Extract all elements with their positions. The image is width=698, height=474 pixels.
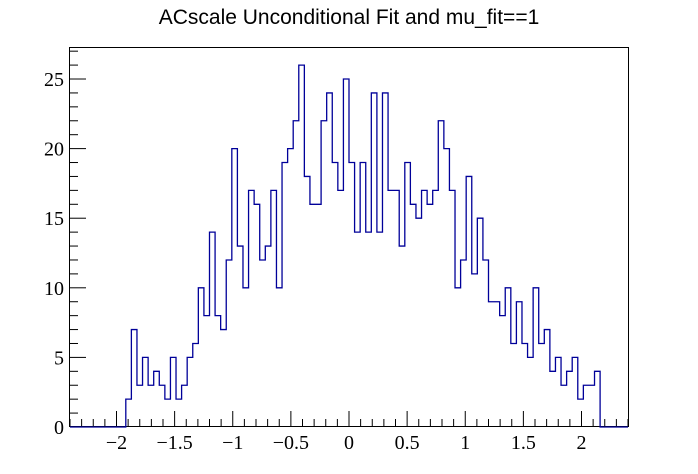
y-axis: 0 5 10 15 20 25 [44,50,86,439]
y-tick-label: 10 [44,278,64,300]
x-tick-label: 0.5 [395,432,420,454]
x-tick-label: 0 [344,432,354,454]
y-tick-label: 5 [54,347,64,369]
x-tick-label: −0.5 [273,432,309,454]
y-tick-label: 25 [44,69,64,91]
x-tick-label: 2 [577,432,587,454]
x-tick-label: 1 [460,432,470,454]
y-tick-label: 0 [54,417,64,439]
x-tick-label: 1.5 [511,432,536,454]
x-axis: −2 −1.5 −1 −0.5 0 0.5 1 1.5 2 [69,411,629,454]
x-tick-label: −1.5 [156,432,192,454]
x-tick-label: −2 [106,432,127,454]
y-tick-label: 20 [44,139,64,161]
x-tick-label: −1 [222,432,243,454]
histogram-series [70,64,628,428]
chart-title: ACscale Unconditional Fit and mu_fit==1 [159,6,540,29]
y-tick-label: 15 [44,208,64,230]
